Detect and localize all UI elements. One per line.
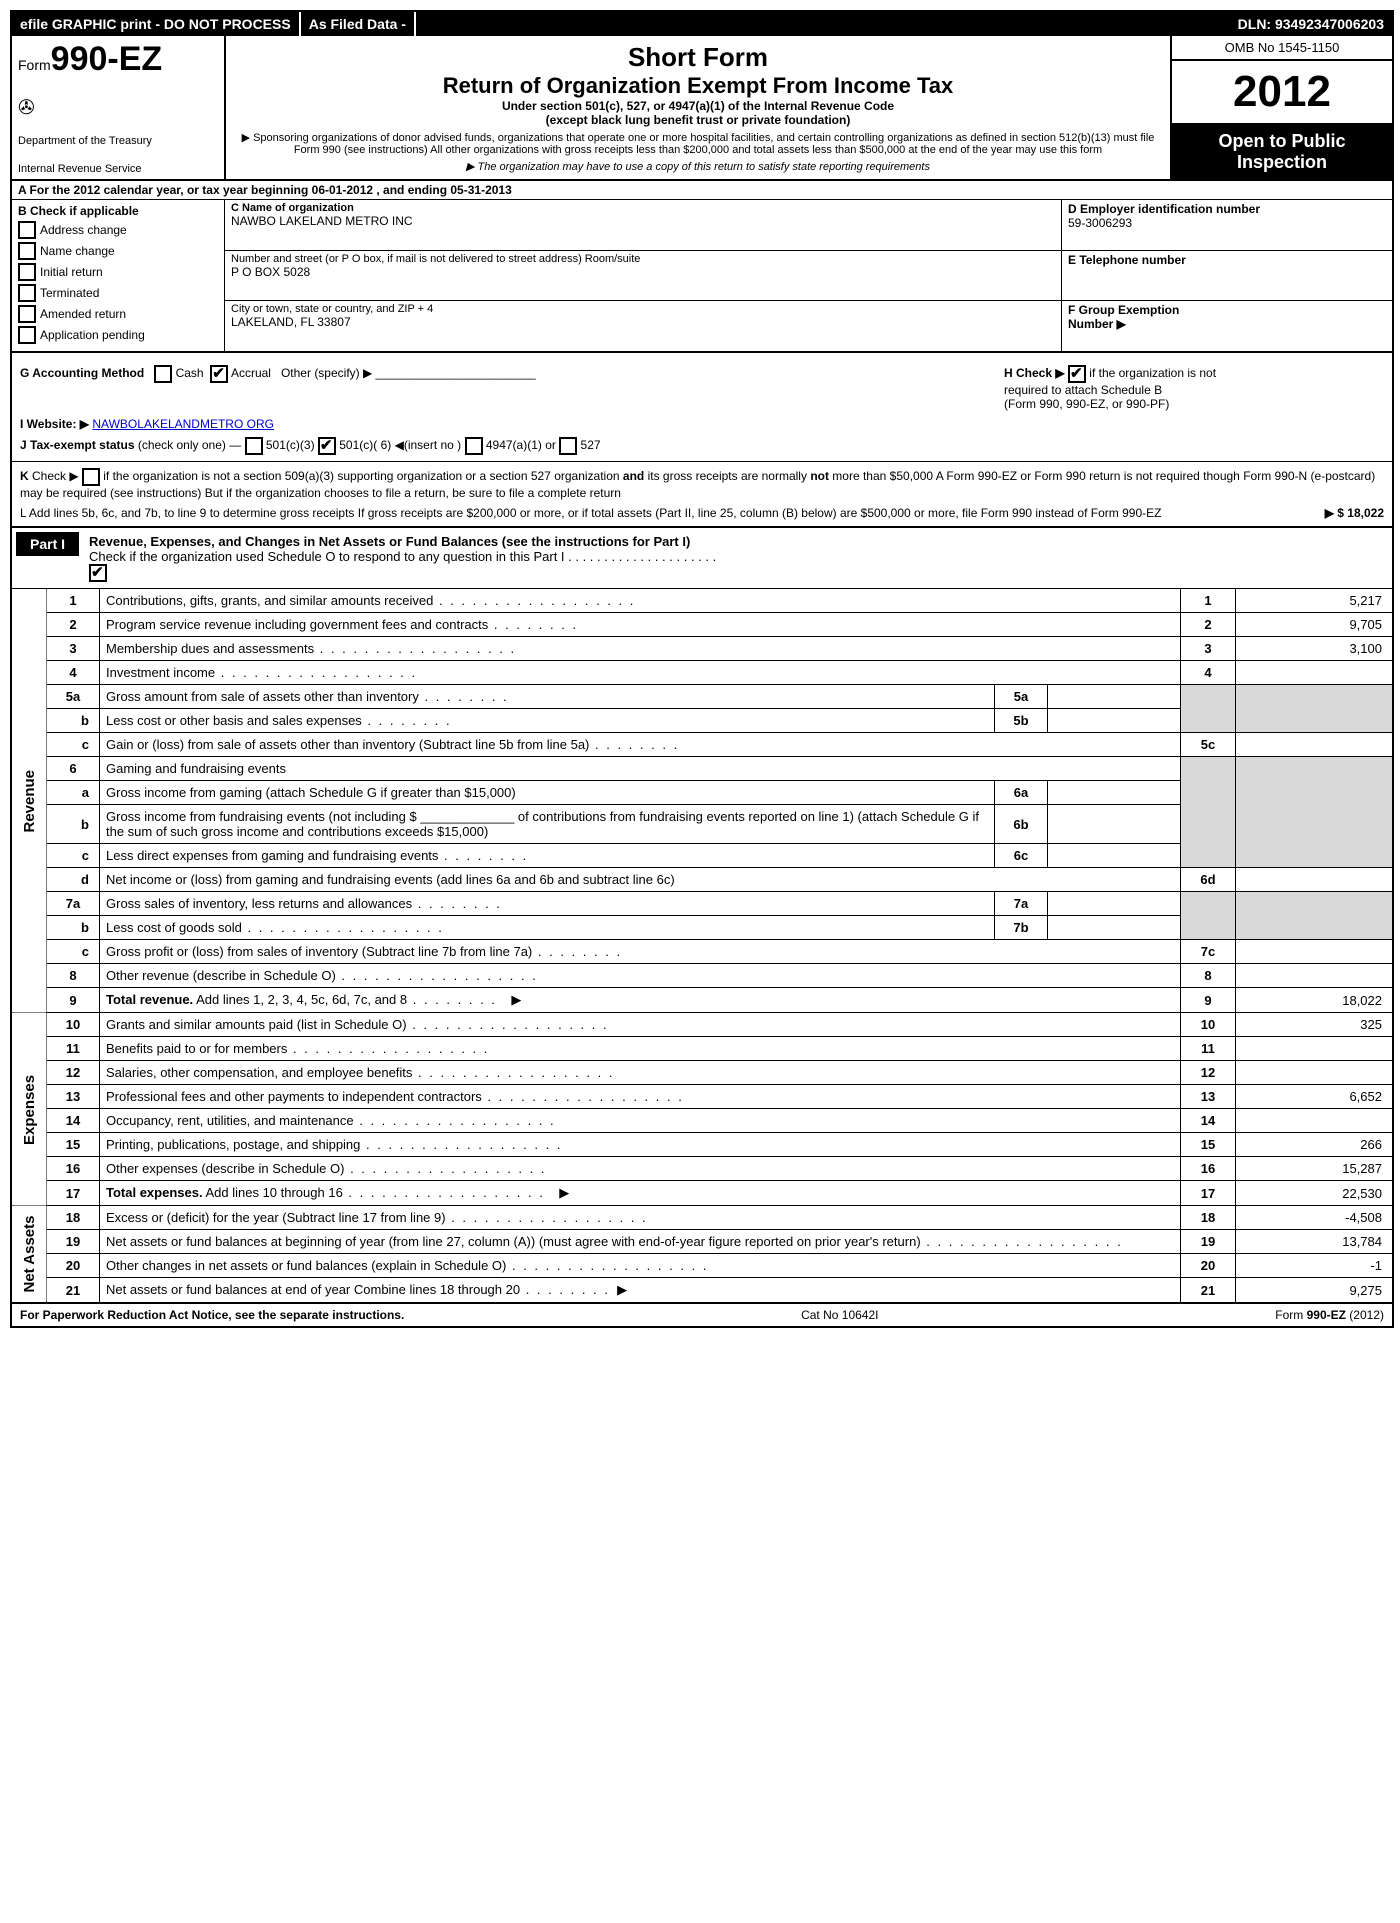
val-line-17: 22,530: [1236, 1181, 1393, 1206]
val-line-13: 6,652: [1236, 1085, 1393, 1109]
main-title: Return of Organization Exempt From Incom…: [236, 73, 1160, 99]
chk-initial-return[interactable]: [18, 263, 36, 281]
column-def: D Employer identification number 59-3006…: [1061, 200, 1392, 351]
form-990ez: efile GRAPHIC print - DO NOT PROCESS As …: [10, 10, 1394, 1328]
expenses-side-label: Expenses: [12, 1013, 47, 1206]
irs-text: Internal Revenue Service: [18, 163, 218, 175]
val-line-21: 9,275: [1236, 1278, 1393, 1303]
chk-schedule-o-part1[interactable]: [89, 564, 107, 582]
org-street: P O BOX 5028: [231, 265, 1055, 279]
column-c-org-info: C Name of organization NAWBO LAKELAND ME…: [225, 200, 1061, 351]
val-line-5b: [1048, 709, 1181, 733]
netassets-side-label: Net Assets: [12, 1206, 47, 1303]
omb-number: OMB No 1545-1150: [1172, 36, 1392, 61]
val-line-8: [1236, 964, 1393, 988]
val-line-5c: [1236, 733, 1393, 757]
dln: DLN: 93492347006203: [1230, 12, 1392, 36]
form-header: Form990-EZ ✇ Department of the Treasury …: [12, 36, 1392, 181]
chk-line-k[interactable]: [82, 468, 100, 486]
val-line-6b: [1048, 805, 1181, 844]
val-line-6d: [1236, 868, 1393, 892]
line-k: K Check ▶ if the organization is not a s…: [20, 468, 1384, 500]
val-line-6a: [1048, 781, 1181, 805]
revenue-side-label: Revenue: [12, 589, 47, 1013]
val-line-11: [1236, 1037, 1393, 1061]
short-form-title: Short Form: [236, 42, 1160, 73]
line-h: H Check ▶ if the organization is not req…: [1004, 365, 1384, 411]
chk-accrual[interactable]: [210, 365, 228, 383]
val-line-9: 18,022: [1236, 988, 1393, 1013]
org-city: LAKELAND, FL 33807: [231, 315, 1055, 329]
line-g: G Accounting Method Cash Accrual Other (…: [20, 365, 536, 383]
val-line-14: [1236, 1109, 1393, 1133]
chk-527[interactable]: [559, 437, 577, 455]
group-exemption: F Group Exemption Number ▶: [1068, 303, 1386, 331]
irs-icon: ✇: [18, 95, 218, 120]
chk-501c3[interactable]: [245, 437, 263, 455]
top-bar: efile GRAPHIC print - DO NOT PROCESS As …: [12, 12, 1392, 36]
part-1-table: Revenue 1 Contributions, gifts, grants, …: [12, 589, 1392, 1302]
val-line-20: -1: [1236, 1254, 1393, 1278]
val-line-16: 15,287: [1236, 1157, 1393, 1181]
ein: 59-3006293: [1068, 216, 1386, 230]
val-line-1: 5,217: [1236, 589, 1393, 613]
row-a-tax-year: A For the 2012 calendar year, or tax yea…: [12, 181, 1392, 200]
website-link[interactable]: NAWBOLAKELANDMETRO ORG: [92, 417, 274, 431]
val-line-7a: [1048, 892, 1181, 916]
section-ghij: G Accounting Method Cash Accrual Other (…: [12, 353, 1392, 462]
efile-notice: efile GRAPHIC print - DO NOT PROCESS: [12, 12, 301, 36]
chk-501c[interactable]: [318, 437, 336, 455]
chk-address-change[interactable]: [18, 221, 36, 239]
part-1-badge: Part I: [16, 532, 79, 556]
sponsor-note: ▶ Sponsoring organizations of donor advi…: [236, 131, 1160, 156]
val-line-7b: [1048, 916, 1181, 940]
form-footer: For Paperwork Reduction Act Notice, see …: [12, 1302, 1392, 1326]
val-line-18: -4,508: [1236, 1206, 1393, 1230]
form-ref: Form 990-EZ (2012): [1275, 1308, 1384, 1322]
val-line-6c: [1048, 844, 1181, 868]
val-line-2: 9,705: [1236, 613, 1393, 637]
tax-year: 2012: [1172, 61, 1392, 125]
cat-no: Cat No 10642I: [801, 1308, 878, 1322]
val-line-12: [1236, 1061, 1393, 1085]
line-j: J Tax-exempt status (check only one) — 5…: [20, 437, 1384, 455]
part-1-header: Part I Revenue, Expenses, and Changes in…: [12, 528, 1392, 589]
as-filed-label: As Filed Data -: [301, 12, 416, 36]
form-number: Form990-EZ: [18, 40, 218, 79]
chk-4947a1[interactable]: [465, 437, 483, 455]
info-grid: B Check if applicable Address change Nam…: [12, 200, 1392, 353]
paperwork-notice: For Paperwork Reduction Act Notice, see …: [20, 1308, 404, 1322]
val-line-10: 325: [1236, 1013, 1393, 1037]
org-name: NAWBO LAKELAND METRO INC: [231, 214, 1055, 228]
val-line-19: 13,784: [1236, 1230, 1393, 1254]
section-kl: K Check ▶ if the organization is not a s…: [12, 462, 1392, 528]
val-line-15: 266: [1236, 1133, 1393, 1157]
copy-note: ▶ The organization may have to use a cop…: [236, 160, 1160, 173]
open-to-public: Open to Public Inspection: [1172, 125, 1392, 179]
line-l: L Add lines 5b, 6c, and 7b, to line 9 to…: [20, 506, 1384, 520]
chk-schedule-b-not-required[interactable]: [1068, 365, 1086, 383]
column-b-checkboxes: B Check if applicable Address change Nam…: [12, 200, 225, 351]
chk-name-change[interactable]: [18, 242, 36, 260]
val-line-4: [1236, 661, 1393, 685]
chk-cash[interactable]: [154, 365, 172, 383]
val-line-7c: [1236, 940, 1393, 964]
chk-terminated[interactable]: [18, 284, 36, 302]
val-line-3: 3,100: [1236, 637, 1393, 661]
chk-application-pending[interactable]: [18, 326, 36, 344]
subtitle: Under section 501(c), 527, or 4947(a)(1)…: [236, 99, 1160, 113]
line-i: I Website: ▶ NAWBOLAKELANDMETRO ORG: [20, 417, 274, 431]
except-note: (except black lung benefit trust or priv…: [236, 113, 1160, 127]
chk-amended-return[interactable]: [18, 305, 36, 323]
dept-treasury: Department of the Treasury: [18, 135, 218, 147]
gross-receipts-amount: ▶ $ 18,022: [1325, 506, 1384, 520]
val-line-5a: [1048, 685, 1181, 709]
